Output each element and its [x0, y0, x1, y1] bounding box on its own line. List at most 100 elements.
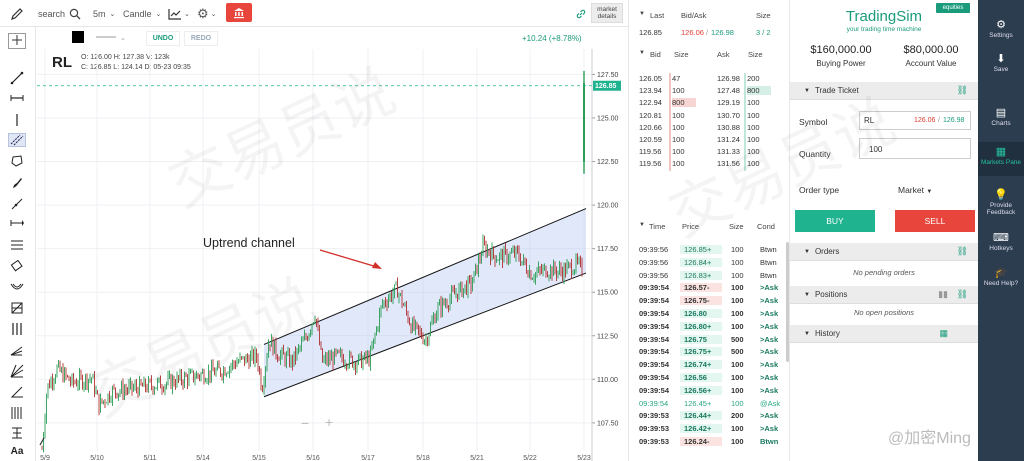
tape-time: 09:39:54	[639, 385, 670, 395]
link-icon[interactable]: ⛓	[956, 246, 968, 256]
redo-button[interactable]: REDO	[184, 31, 218, 46]
help-icon: 🎓	[994, 267, 1008, 279]
ticket-bid: 126.06	[914, 117, 936, 124]
angle-icon[interactable]	[8, 385, 26, 399]
y-tick-label: 122.50	[597, 159, 619, 166]
trade-ticket-header[interactable]: ▼ Trade Ticket ⛓	[790, 82, 978, 100]
tape-price: 126.75	[680, 334, 722, 344]
search-label[interactable]: search	[38, 8, 66, 19]
lines-icon[interactable]	[8, 239, 26, 253]
tape-row: 09:39:54 126.57- 100 >Ask	[629, 282, 789, 294]
orders-header[interactable]: ▼ Orders ⛓	[790, 243, 978, 261]
quantity-value: 100	[869, 145, 883, 154]
tape-price: 126.83+	[680, 270, 722, 280]
pencil-icon[interactable]	[10, 0, 24, 27]
depth-bid: 120.66	[639, 122, 662, 132]
interval-select[interactable]: 5m ⌄	[93, 0, 115, 27]
market-details-button[interactable]: market details	[591, 3, 623, 23]
arrow-line-icon[interactable]	[8, 218, 26, 232]
chart-type-select[interactable]: Candle ⌄	[123, 0, 161, 27]
sell-button[interactable]: SELL	[895, 210, 975, 232]
zoom-out-button[interactable]: −	[301, 415, 310, 431]
chevron-down-icon: ▼	[804, 291, 810, 298]
depth-ask-size: 100	[747, 122, 760, 132]
horizontal-line-icon[interactable]	[8, 93, 26, 107]
measure-icon[interactable]	[8, 426, 26, 440]
text-tool-icon[interactable]: Aa	[10, 446, 24, 457]
depth-row: 120.81 100 130.70 100	[629, 110, 789, 122]
tape-cond: >Ask	[760, 373, 779, 382]
depth-bid: 120.59	[639, 135, 662, 144]
tape-header: ▼ Time Price Size Cond	[629, 221, 789, 233]
link-icon[interactable]	[576, 0, 586, 27]
search-icon[interactable]	[69, 0, 81, 27]
depth-ask-size: 100	[747, 110, 760, 120]
sidebar-item-feedback[interactable]: 💡 Provide Feedback	[978, 188, 1024, 216]
ray-icon[interactable]	[8, 197, 26, 211]
color-swatch[interactable]	[72, 31, 84, 43]
chevron-down-icon: ▼	[804, 330, 810, 337]
sidebar-item-hotkeys[interactable]: ⌨ Hotkeys	[978, 231, 1024, 252]
depth-ask: 131.24	[717, 135, 740, 144]
y-tick-label: 127.50	[597, 72, 619, 79]
symbol-field[interactable]: RL 126.06 / 126.98	[859, 111, 971, 130]
y-tick-label: 115.00	[597, 290, 618, 297]
sidebar-label-markets: Markets Pane	[980, 159, 1022, 166]
quote-header-last: Last	[650, 11, 665, 20]
parallel-channel-icon[interactable]	[8, 133, 26, 147]
bar-chart-icon[interactable]: ▮▮	[938, 289, 948, 299]
sidebar-item-save[interactable]: ⬇ Save	[978, 52, 1024, 73]
order-type-select[interactable]: Market ▼	[898, 185, 932, 195]
tape-header-time: Time	[649, 222, 666, 231]
vertical-lines-icon[interactable]	[8, 406, 26, 420]
undo-button[interactable]: UNDO	[146, 31, 180, 46]
bank-icon[interactable]	[226, 3, 252, 22]
last-price: 126.85	[639, 28, 662, 37]
tape-row: 09:39:56 126.84+ 100 Btwn	[629, 257, 789, 269]
price-chart[interactable]: RL O: 126.00 H: 127.38 V: 123k C: 126.85…	[37, 49, 628, 461]
fib-grid-icon[interactable]	[8, 301, 26, 315]
gear-icon[interactable]: ⚙ ⌄	[197, 5, 217, 21]
sidebar-item-help[interactable]: 🎓 Need Help?	[978, 266, 1024, 287]
quote-bid: 126.06	[681, 28, 704, 37]
polygon-icon[interactable]	[8, 154, 26, 168]
fan-icon[interactable]	[8, 364, 26, 378]
sidebar-item-markets-pane[interactable]: ▦ Markets Pane	[978, 142, 1024, 176]
brush-icon[interactable]	[8, 176, 26, 190]
depth-ask: 129.19	[717, 98, 740, 108]
bars-icon[interactable]	[8, 322, 26, 336]
vertical-line-icon[interactable]	[8, 113, 26, 127]
buying-power-label: Buying Power	[816, 59, 866, 68]
pitchfork-icon[interactable]	[8, 343, 26, 357]
zoom-in-button[interactable]: +	[325, 414, 334, 430]
tape-cond: >Ask	[760, 283, 779, 293]
link-icon[interactable]: ⛓	[956, 289, 968, 299]
quantity-field[interactable]: 100	[859, 138, 971, 159]
price-change: +10.24 (+8.78%)	[522, 34, 582, 43]
tape-time: 09:39:54	[639, 398, 669, 408]
trendline-icon[interactable]	[8, 71, 26, 85]
grid-icon[interactable]: ▦	[939, 328, 948, 338]
arc-icon[interactable]	[8, 281, 26, 295]
tape-time: 09:39:54	[639, 373, 670, 382]
depth-bid-size: 47	[672, 74, 681, 83]
crosshair-icon[interactable]	[8, 33, 26, 49]
tape-time: 09:39:54	[639, 321, 670, 331]
link-icon[interactable]: ⛓	[956, 85, 968, 95]
depth-ask: 127.48	[717, 86, 740, 96]
sidebar-item-settings[interactable]: ⚙ Settings	[978, 18, 1024, 39]
buy-button[interactable]: BUY	[795, 210, 875, 232]
tape-size: 100	[731, 398, 744, 408]
depth-bid-size: 800	[672, 98, 696, 108]
tape-price: 126.56+	[680, 385, 722, 395]
positions-header[interactable]: ▼ Positions ▮▮ ⛓	[790, 286, 978, 304]
indicators-icon[interactable]: ⌄	[168, 0, 190, 27]
quote-header-bidask: Bid/Ask	[681, 11, 707, 20]
depth-ask: 131.33	[717, 147, 740, 157]
y-tick-label: 120.00	[597, 203, 619, 210]
eraser-icon[interactable]	[8, 260, 26, 274]
line-style-select[interactable]: ⌄	[94, 32, 128, 42]
sidebar-item-charts[interactable]: ▤ Charts	[978, 106, 1024, 127]
history-header[interactable]: ▼ History ▦	[790, 325, 978, 343]
tape-scrollbar[interactable]	[786, 242, 789, 362]
